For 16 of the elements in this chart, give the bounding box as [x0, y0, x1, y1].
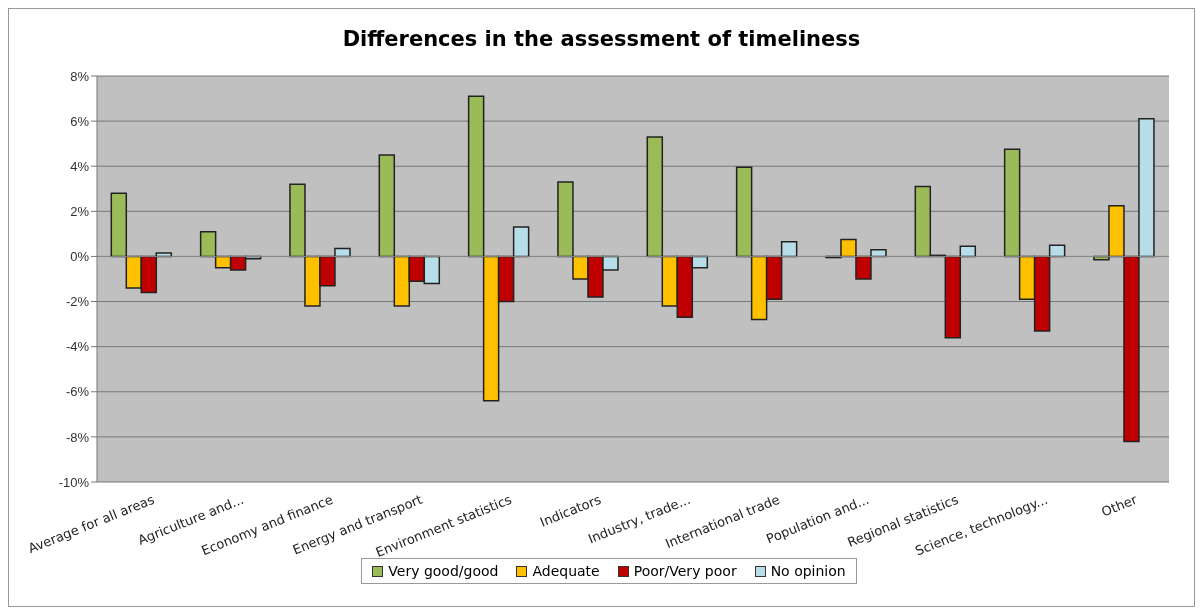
chart-title: Differences in the assessment of timeliness: [341, 26, 862, 53]
y-tick-label: -6%: [65, 384, 90, 400]
y-tick-label: 0%: [70, 249, 90, 265]
y-tick-label: -4%: [65, 339, 90, 355]
x-tick-label: Other: [1099, 491, 1140, 520]
y-tick-label: 8%: [70, 68, 90, 84]
y-tick-label: -2%: [65, 294, 90, 310]
legend-label: Poor/Very poor: [632, 563, 737, 579]
y-tick-label: -8%: [65, 429, 90, 445]
y-tick-label: 4%: [70, 158, 90, 174]
legend-label: Very good/good: [387, 563, 499, 579]
legend-label: No opinion: [769, 563, 846, 579]
y-tick-label: -10%: [58, 474, 90, 490]
y-tick-label: 6%: [70, 113, 90, 129]
legend-label: Adequate: [531, 563, 600, 579]
y-tick-label: 2%: [70, 203, 90, 219]
